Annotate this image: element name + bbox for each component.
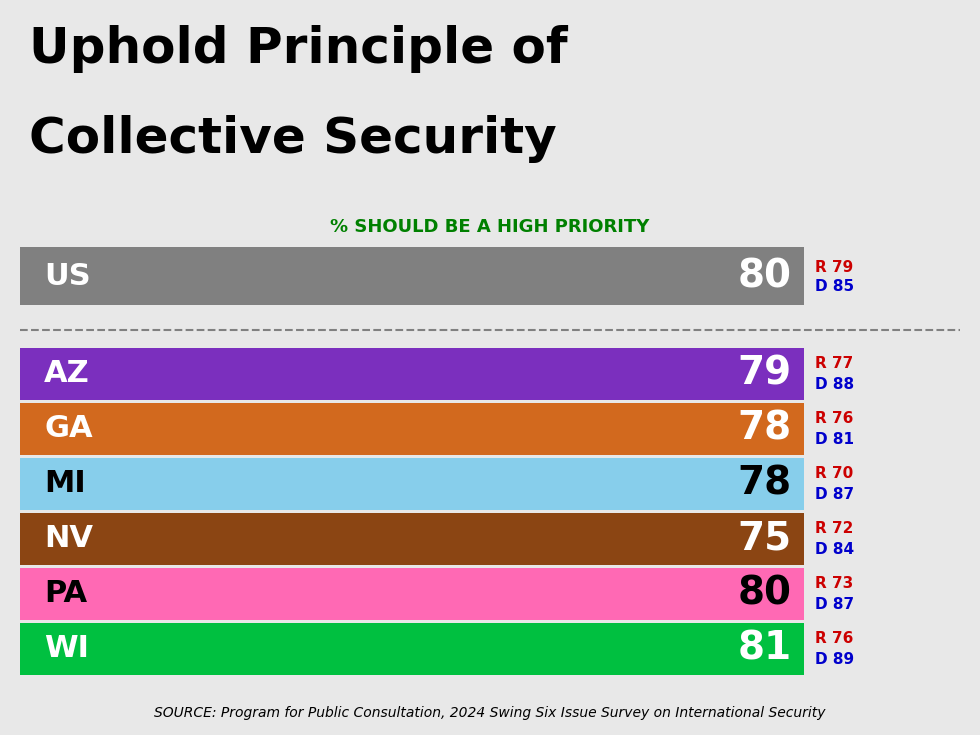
Text: D 85: D 85 <box>815 279 855 294</box>
Text: R 73: R 73 <box>815 576 854 591</box>
Text: D 87: D 87 <box>815 597 855 612</box>
Text: R 79: R 79 <box>815 260 854 275</box>
Text: 81: 81 <box>738 630 792 668</box>
Text: D 87: D 87 <box>815 487 855 502</box>
Text: GA: GA <box>44 415 93 443</box>
Text: 75: 75 <box>738 520 792 558</box>
FancyBboxPatch shape <box>20 348 804 400</box>
Text: WI: WI <box>44 634 89 664</box>
Text: D 81: D 81 <box>815 432 855 447</box>
Text: Uphold Principle of: Uphold Principle of <box>29 25 568 73</box>
Text: D 89: D 89 <box>815 652 855 667</box>
Text: R 72: R 72 <box>815 520 854 536</box>
Text: R 76: R 76 <box>815 411 854 426</box>
Text: D 88: D 88 <box>815 377 855 392</box>
Text: AZ: AZ <box>44 359 90 389</box>
FancyBboxPatch shape <box>20 458 804 510</box>
Text: SOURCE: Program for Public Consultation, 2024 Swing Six Issue Survey on Internat: SOURCE: Program for Public Consultation,… <box>154 706 826 720</box>
Text: MI: MI <box>44 470 86 498</box>
Text: R 77: R 77 <box>815 356 854 370</box>
Text: NV: NV <box>44 524 93 553</box>
Text: % SHOULD BE A HIGH PRIORITY: % SHOULD BE A HIGH PRIORITY <box>330 218 650 236</box>
Text: D 84: D 84 <box>815 542 855 557</box>
Text: R 70: R 70 <box>815 466 854 481</box>
Text: 80: 80 <box>738 575 792 613</box>
FancyBboxPatch shape <box>20 623 804 675</box>
FancyBboxPatch shape <box>20 247 804 305</box>
Text: 80: 80 <box>738 257 792 295</box>
Text: 78: 78 <box>738 410 792 448</box>
Text: R 76: R 76 <box>815 631 854 645</box>
Text: PA: PA <box>44 579 87 609</box>
FancyBboxPatch shape <box>20 568 804 620</box>
Text: 78: 78 <box>738 465 792 503</box>
Text: US: US <box>44 262 91 290</box>
FancyBboxPatch shape <box>20 403 804 455</box>
Text: Collective Security: Collective Security <box>29 115 558 163</box>
FancyBboxPatch shape <box>20 513 804 565</box>
Text: 79: 79 <box>738 355 792 393</box>
